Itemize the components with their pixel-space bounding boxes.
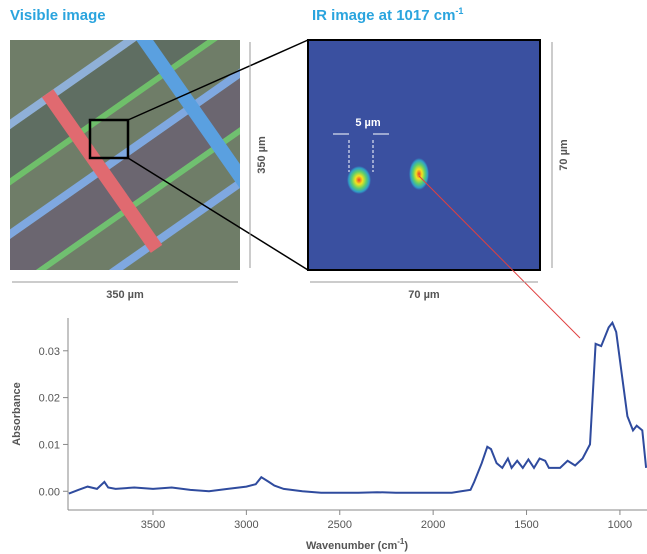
visible-image bbox=[10, 40, 240, 270]
zoom-line bbox=[127, 39, 309, 121]
y-axis-label: Absorbance bbox=[11, 382, 23, 446]
x-label-text: ) bbox=[404, 540, 408, 552]
ir-spot bbox=[409, 158, 429, 190]
y-tick-label: 0.03 bbox=[39, 346, 60, 358]
x-tick-label: 2500 bbox=[328, 519, 352, 531]
visible-title: Visible image bbox=[10, 7, 106, 24]
y-tick-label: 0.01 bbox=[39, 439, 60, 451]
ir-spot bbox=[347, 166, 371, 194]
x-tick-label: 3500 bbox=[141, 519, 165, 531]
x-tick-label: 2000 bbox=[421, 519, 445, 531]
ir-title-sup: -1 bbox=[455, 6, 463, 16]
zoom-line bbox=[127, 157, 309, 271]
ir-height-label: 70 µm bbox=[558, 139, 570, 171]
pointer-line bbox=[418, 175, 581, 339]
zoom-box bbox=[88, 118, 130, 160]
ir-title-text: IR image at 1017 cm bbox=[312, 7, 455, 24]
x-axis-label: Wavenumber (cm-1) bbox=[306, 537, 408, 552]
y-tick-label: 0.02 bbox=[39, 393, 60, 405]
ir-width-label: 70 µm bbox=[408, 289, 440, 301]
ir-image bbox=[307, 39, 541, 271]
ir-title: IR image at 1017 cm-1 bbox=[312, 6, 463, 24]
x-tick-label: 1000 bbox=[608, 519, 632, 531]
visible-height-label: 350 µm bbox=[256, 136, 268, 174]
spot-label: 5 µm bbox=[355, 117, 381, 129]
visible-width-label: 350 µm bbox=[106, 289, 144, 301]
x-tick-label: 1500 bbox=[514, 519, 538, 531]
y-tick-label: 0.00 bbox=[39, 486, 60, 498]
x-label-sup: -1 bbox=[397, 537, 405, 546]
spectrum-line bbox=[68, 320, 647, 495]
x-tick-label: 3000 bbox=[234, 519, 258, 531]
x-label-text: Wavenumber (cm bbox=[306, 540, 398, 552]
